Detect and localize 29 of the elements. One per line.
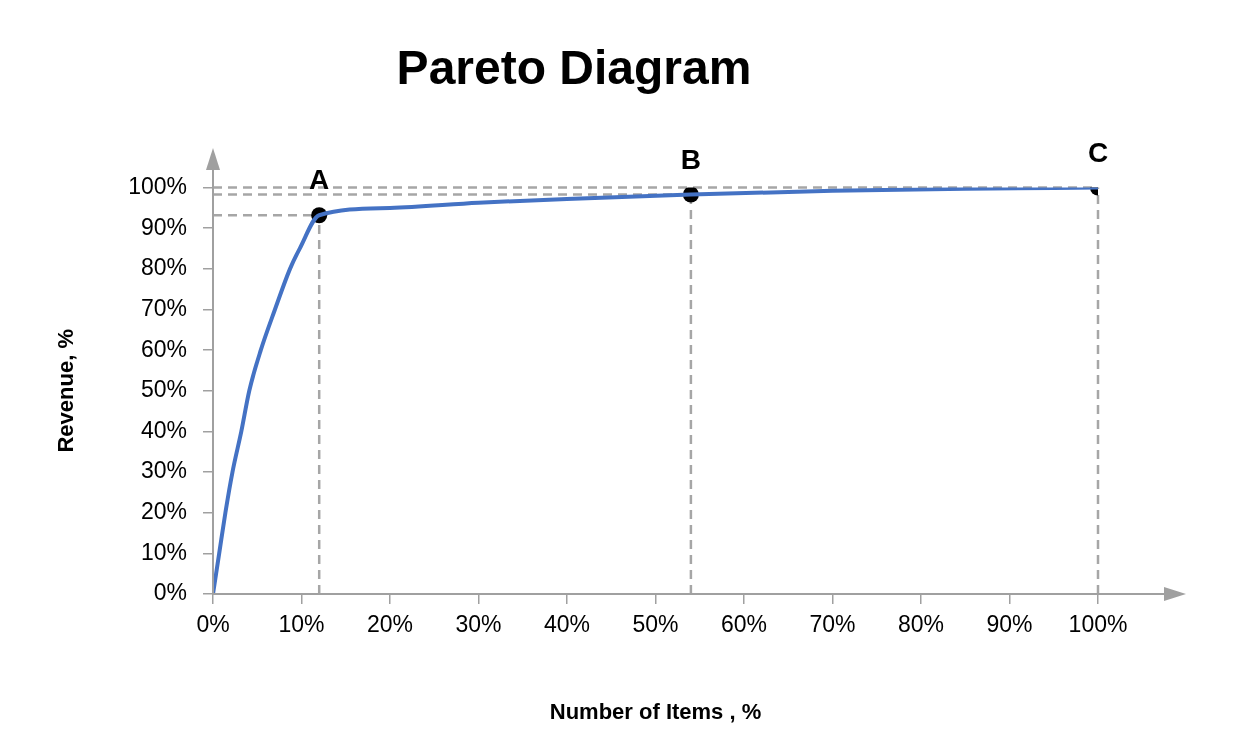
y-tick-label: 30%: [140, 457, 187, 484]
y-tick-label: 60%: [140, 335, 187, 362]
y-tick-label: 40%: [140, 416, 187, 443]
annotation: B: [680, 143, 702, 175]
x-tick-label: 70%: [809, 611, 856, 638]
x-axis-title: Number of Items , %: [549, 698, 762, 724]
x-tick-label: 0%: [196, 611, 230, 638]
y-axis-title: Revenue, %: [53, 329, 79, 453]
line-series: [213, 187, 1098, 594]
x-tick-label: 10%: [278, 611, 325, 638]
annotation: A: [309, 164, 330, 196]
y-tick-label: 100%: [128, 172, 187, 199]
y-tick-label: 20%: [140, 498, 187, 525]
x-tick-label: 50%: [632, 611, 679, 638]
y-tick-label: 90%: [140, 213, 187, 240]
y-tick-label: 10%: [140, 538, 187, 565]
x-tick-label: 20%: [366, 611, 414, 638]
y-tick-label: 50%: [140, 376, 187, 403]
x-tick-label: 80%: [897, 611, 945, 638]
x-tick-label: 40%: [543, 611, 591, 638]
x-tick-label: 100%: [1068, 611, 1128, 638]
x-tick-label: 60%: [720, 611, 768, 638]
x-tick-label: 90%: [986, 611, 1033, 638]
y-tick-label: 80%: [140, 254, 187, 281]
y-tick-label: 70%: [140, 294, 187, 321]
y-tick-label: 0%: [153, 579, 187, 606]
x-tick-label: 30%: [455, 611, 502, 638]
annotation: C: [1087, 136, 1109, 168]
chart-title: Pareto Diagram: [396, 41, 752, 95]
